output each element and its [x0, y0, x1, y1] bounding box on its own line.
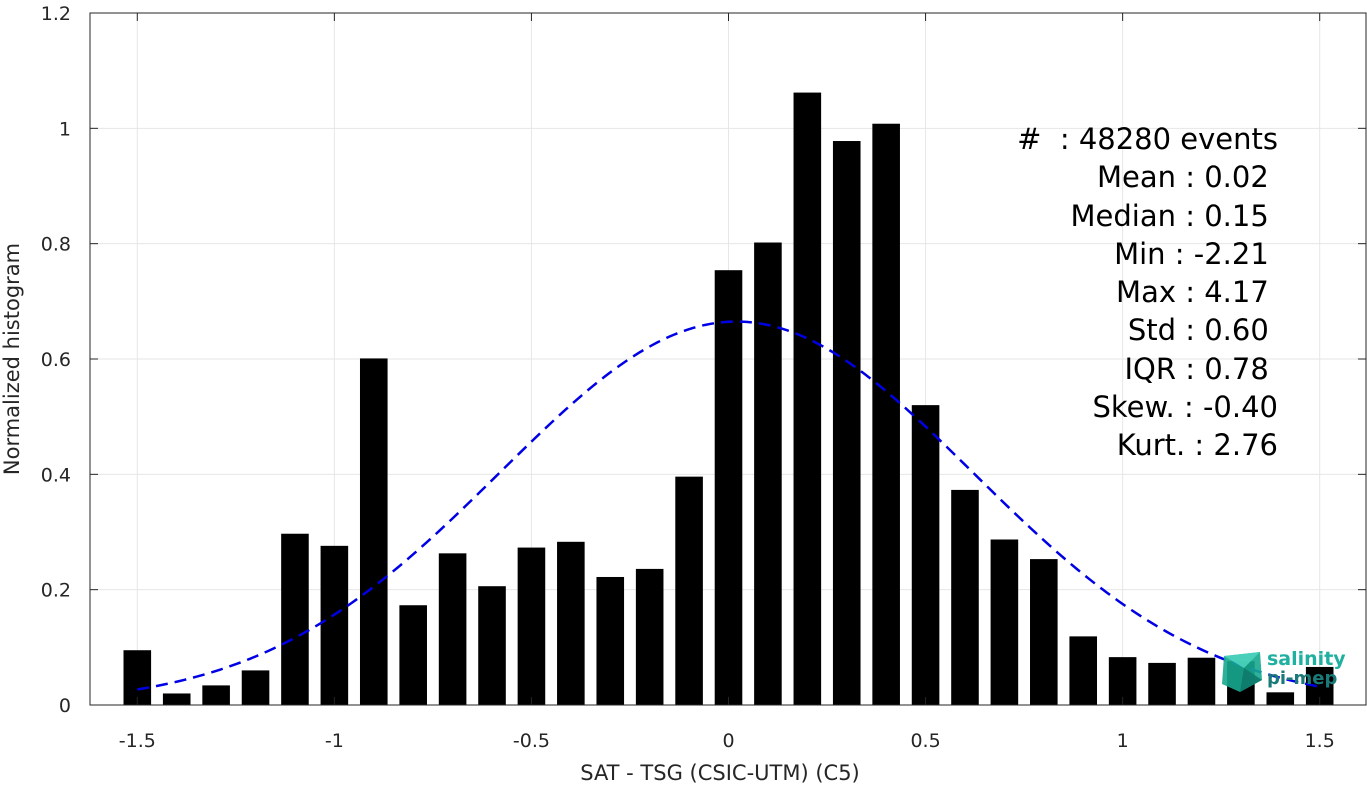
histogram-bar: [793, 92, 822, 705]
y-tick-label: 0.8: [41, 234, 71, 256]
x-tick-label: 0.5: [910, 730, 940, 752]
x-tick-label: 0: [722, 730, 734, 752]
histogram-bar: [635, 568, 664, 705]
stats-events: # : 48280 events: [1017, 122, 1278, 156]
histogram-bar: [241, 670, 270, 705]
histogram-bar: [1187, 657, 1216, 705]
histogram-bar: [990, 539, 1019, 705]
histogram-bar: [1148, 662, 1176, 705]
histogram-bar: [596, 576, 625, 705]
histogram-bar: [478, 586, 506, 705]
logo-text-pimep: pi-mep: [1267, 668, 1338, 689]
stats-skew: Skew. : -0.40: [1092, 390, 1278, 425]
histogram-bar: [675, 476, 703, 705]
y-tick-label: 0.6: [41, 349, 71, 371]
histogram-bar: [1069, 636, 1098, 705]
histogram-bars: [123, 92, 1334, 706]
salinity-pimep-logo: salinity pi-mep: [1220, 648, 1350, 694]
logo-cube-icon: [1222, 652, 1262, 692]
histogram-bar: [754, 242, 782, 705]
y-tick-label: 1.2: [41, 3, 71, 25]
x-tick-label: -1: [325, 730, 344, 752]
histogram-bar: [202, 685, 230, 705]
y-tick-label: 0.2: [41, 580, 71, 602]
histogram-bar: [1266, 692, 1295, 705]
histogram-bar: [438, 553, 467, 705]
histogram-bar: [832, 141, 861, 705]
stats-max: Max : 4.17: [1116, 275, 1278, 310]
x-tick-label: 1.5: [1305, 730, 1335, 752]
stats-min: Min : -2.21: [1114, 236, 1278, 271]
histogram-bar: [1030, 559, 1058, 705]
histogram-bar: [281, 533, 309, 705]
histogram-bar: [911, 405, 940, 705]
stats-std: Std : 0.60: [1127, 313, 1278, 348]
x-axis-label: SAT - TSG (CSIC-UTM) (C5): [580, 761, 860, 785]
y-axis-label: Normalized histogram: [0, 243, 24, 475]
histogram-bar: [872, 123, 900, 706]
histogram-bar: [359, 358, 388, 705]
logo-text-salinity: salinity: [1267, 648, 1346, 670]
histogram-bar: [399, 605, 427, 705]
x-tick-label: -0.5: [513, 730, 550, 752]
stats-kurt: Kurt. : 2.76: [1116, 428, 1278, 463]
y-tick-label: 0: [59, 695, 71, 717]
gaussian-fit-curve: [137, 320, 1320, 691]
statistics-box: # : 48280 events Mean : 0.02 Median : 0.…: [1017, 120, 1278, 465]
histogram-bar: [951, 489, 979, 705]
stats-iqr: IQR : 0.78: [1124, 351, 1278, 386]
histogram-bar: [517, 547, 546, 705]
stats-median: Median : 0.15: [1070, 198, 1278, 233]
axes: [89, 12, 1367, 706]
tick-labels: -1.5 -1 -0.5 0 0.5 1 1.5 0 0.2 0.4 0.6 0.8 1 1.2: [41, 3, 1335, 752]
stats-mean: Mean : 0.02: [1096, 160, 1278, 195]
histogram-bar: [557, 541, 585, 705]
y-tick-label: 0.4: [41, 464, 71, 486]
gaussian-fit-line: [137, 320, 1320, 691]
x-tick-label: -1.5: [119, 730, 156, 752]
x-tick-label: 1: [1117, 730, 1129, 752]
histogram-bar: [714, 270, 743, 705]
y-tick-label: 1: [59, 118, 71, 140]
histogram-bar: [123, 650, 152, 705]
histogram-bar: [320, 545, 349, 705]
histogram-bar: [162, 693, 191, 705]
